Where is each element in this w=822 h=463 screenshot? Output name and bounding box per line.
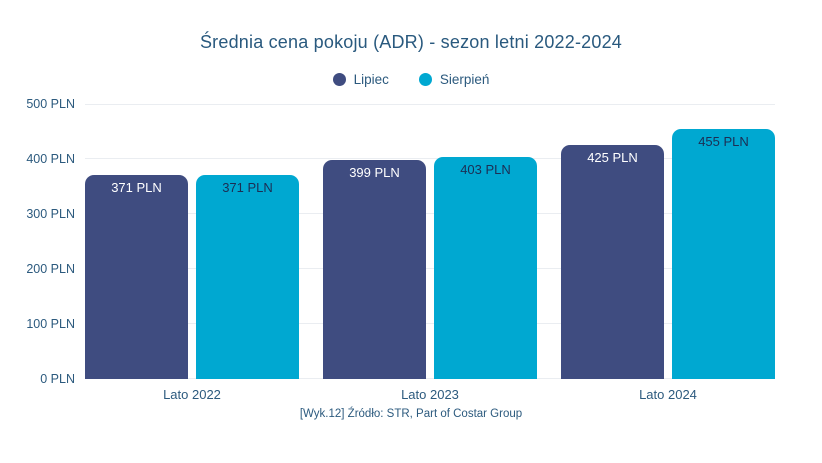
legend-label: Sierpień <box>439 72 490 87</box>
source-caption: [Wyk.12] Źródło: STR, Part of Costar Gro… <box>299 408 523 420</box>
legend: Lipiec Sierpień <box>0 72 822 87</box>
bar-value-label: 425 PLN <box>587 150 638 165</box>
y-tick-label-300: 300 PLN <box>26 207 75 221</box>
gridline-200 <box>85 268 775 269</box>
bar-value-label: 399 PLN <box>349 165 400 180</box>
bar-lipiec-lato-2022: 371 PLN <box>85 175 188 379</box>
legend-dot-icon <box>418 73 432 86</box>
bar-value-label: 371 PLN <box>222 180 273 195</box>
gridline-500 <box>85 104 775 105</box>
bar-sierpień-lato-2022: 371 PLN <box>196 175 299 379</box>
y-axis: 0 PLN 100 PLN 200 PLN 300 PLN 400 PLN 500 PLN <box>0 97 75 386</box>
bar-lipiec-lato-2024: 425 PLN <box>561 145 664 379</box>
y-tick-label-200: 200 PLN <box>26 262 75 276</box>
plot-area: 371 PLN 371 PLN Lato 2022 399 PLN 403 PLN Lat… <box>85 104 775 402</box>
y-tick-label-100: 100 PLN <box>26 317 75 331</box>
y-tick-label-0: 0 PLN <box>40 372 75 386</box>
bar-value-label: 455 PLN <box>698 134 749 149</box>
x-axis-label-lato-2024: Lato 2024 <box>639 387 697 402</box>
bar-value-label: 403 PLN <box>460 162 511 177</box>
x-axis-label-lato-2023: Lato 2023 <box>401 387 459 402</box>
y-tick-label-500: 500 PLN <box>26 97 75 111</box>
bar-sierpień-lato-2024: 455 PLN <box>672 129 775 379</box>
legend-item-sierpień: Sierpień <box>418 72 490 87</box>
legend-dot-icon <box>332 73 346 86</box>
bar-value-label: 371 PLN <box>111 180 162 195</box>
legend-item-lipiec: Lipiec <box>332 72 389 87</box>
legend-label: Lipiec <box>353 72 389 87</box>
chart-title: Średnia cena pokoju (ADR) - sezon letni … <box>199 32 623 52</box>
gridline-0 <box>85 378 775 379</box>
gridline-100 <box>85 323 775 324</box>
gridline-400 <box>85 158 775 159</box>
x-axis-label-lato-2022: Lato 2022 <box>163 387 221 402</box>
bar-sierpień-lato-2023: 403 PLN <box>434 157 537 379</box>
bar-lipiec-lato-2023: 399 PLN <box>323 160 426 379</box>
y-tick-label-400: 400 PLN <box>26 152 75 166</box>
gridline-300 <box>85 213 775 214</box>
